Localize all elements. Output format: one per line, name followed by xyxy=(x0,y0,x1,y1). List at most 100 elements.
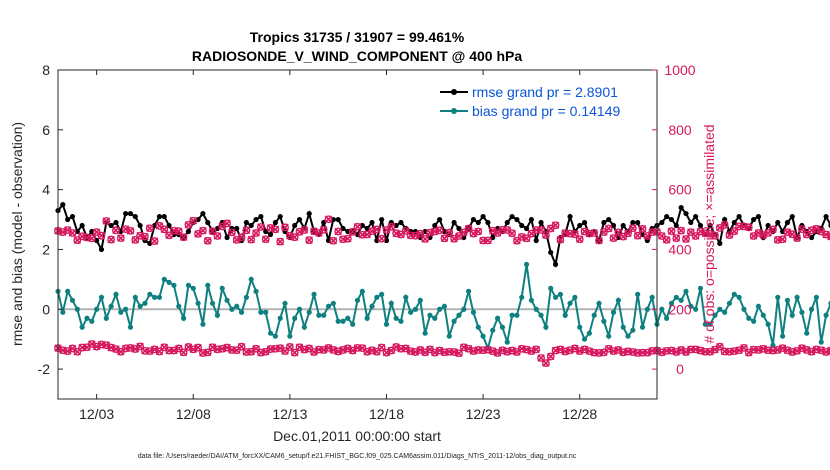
obs-assimilated-point xyxy=(102,217,111,225)
obs-possible-point xyxy=(604,224,613,233)
bias-point xyxy=(74,306,80,312)
obs-assimilated-point xyxy=(348,346,357,355)
bias-point xyxy=(668,300,675,306)
obs-possible-point xyxy=(609,234,618,242)
obs-possible-point xyxy=(406,231,415,240)
obs-possible-point xyxy=(387,222,396,231)
obs-assimilated-point xyxy=(556,235,565,244)
bias-point xyxy=(65,288,71,294)
obs-assimilated-point xyxy=(203,237,212,245)
x-tick-label: 12/03 xyxy=(79,406,114,422)
obs-assimilated-point xyxy=(580,227,589,236)
obs-possible-point xyxy=(662,235,671,244)
obs-assimilated-point xyxy=(706,347,714,356)
obs-possible-point xyxy=(527,229,536,238)
obs-assimilated-point xyxy=(783,228,792,236)
obs-assimilated-point xyxy=(503,226,512,234)
rmse-point xyxy=(688,219,694,226)
obs-possible-point xyxy=(73,236,82,245)
bias-point xyxy=(60,309,66,315)
bias-point xyxy=(200,321,206,327)
obs-possible-point xyxy=(730,227,739,236)
rmse-point xyxy=(224,234,230,241)
series-obs-possible-lower xyxy=(54,340,830,368)
rmse-point xyxy=(717,240,723,247)
obs-assimilated-point xyxy=(83,343,91,352)
obs-assimilated-point xyxy=(175,227,183,235)
bias-point xyxy=(388,300,394,306)
obs-assimilated-point xyxy=(595,236,603,245)
obs-possible-point xyxy=(672,234,681,242)
obs-assimilated-point xyxy=(542,359,550,367)
bias-point xyxy=(311,291,317,297)
bias-point xyxy=(726,300,733,306)
obs-possible-point xyxy=(667,227,676,236)
obs-assimilated-point xyxy=(720,221,729,229)
rmse-point xyxy=(108,222,114,229)
obs-possible-point xyxy=(232,346,241,355)
obs-assimilated-point xyxy=(315,229,323,237)
obs-possible-point xyxy=(131,235,140,244)
obs-assimilated-point xyxy=(146,347,154,355)
obs-assimilated-point xyxy=(455,232,463,240)
bias-point xyxy=(557,291,563,297)
obs-assimilated-point xyxy=(426,345,434,354)
rmse-point xyxy=(398,219,404,226)
obs-assimilated-point xyxy=(817,346,826,355)
series-bias xyxy=(55,261,830,352)
rmse-point xyxy=(185,228,192,235)
obs-possible-point xyxy=(203,236,212,245)
obs-assimilated-point xyxy=(387,222,396,231)
obs-assimilated-point xyxy=(117,347,125,356)
bias-point xyxy=(823,312,829,318)
obs-assimilated-point xyxy=(63,226,72,234)
obs-possible-point xyxy=(551,221,560,230)
obs-possible-point xyxy=(208,227,217,236)
y-tick-label: 6 xyxy=(42,122,50,138)
bias-point xyxy=(171,282,177,288)
bias-point xyxy=(514,312,520,318)
bias-point xyxy=(432,315,438,321)
rmse-point xyxy=(678,204,684,211)
bias-point xyxy=(89,318,95,324)
obs-possible-point xyxy=(682,235,690,243)
obs-assimilated-point xyxy=(802,346,811,354)
bias-point xyxy=(649,294,655,300)
obs-assimilated-point xyxy=(812,225,821,233)
rmse-point xyxy=(659,219,665,226)
obs-assimilated-point xyxy=(783,346,792,355)
bias-point xyxy=(702,321,708,327)
obs-possible-point xyxy=(165,346,174,355)
obs-assimilated-point xyxy=(194,230,202,238)
y-tick-label: 0 xyxy=(42,301,50,317)
obs-possible-point xyxy=(252,344,260,353)
obs-assimilated-point xyxy=(435,346,444,355)
bias-point xyxy=(581,336,588,342)
rmse-point xyxy=(722,216,728,223)
rmse-point xyxy=(538,219,544,226)
rmse-point xyxy=(606,216,612,223)
bias-point xyxy=(113,291,119,297)
obs-possible-point xyxy=(78,343,87,352)
obs-assimilated-point xyxy=(107,235,115,244)
obs-possible-point xyxy=(793,234,801,242)
bias-point xyxy=(625,333,631,339)
bias-point xyxy=(509,312,515,318)
obs-assimilated-point xyxy=(488,226,497,235)
obs-assimilated-point xyxy=(334,227,342,236)
bias-point xyxy=(316,312,322,318)
obs-assimilated-point xyxy=(590,229,598,237)
obs-assimilated-point xyxy=(798,344,806,352)
obs-assimilated-point xyxy=(358,344,367,352)
bias-point xyxy=(412,306,419,312)
obs-possible-point xyxy=(638,348,647,357)
bias-point xyxy=(494,315,501,321)
obs-assimilated-point xyxy=(397,230,405,239)
rmse-point xyxy=(789,213,795,220)
obs-possible-point xyxy=(720,347,729,356)
y-tick-label: -2 xyxy=(38,361,51,377)
bias-point xyxy=(84,315,90,321)
bias-point xyxy=(499,324,506,330)
bias-point xyxy=(784,297,791,303)
bias-point xyxy=(374,294,380,300)
